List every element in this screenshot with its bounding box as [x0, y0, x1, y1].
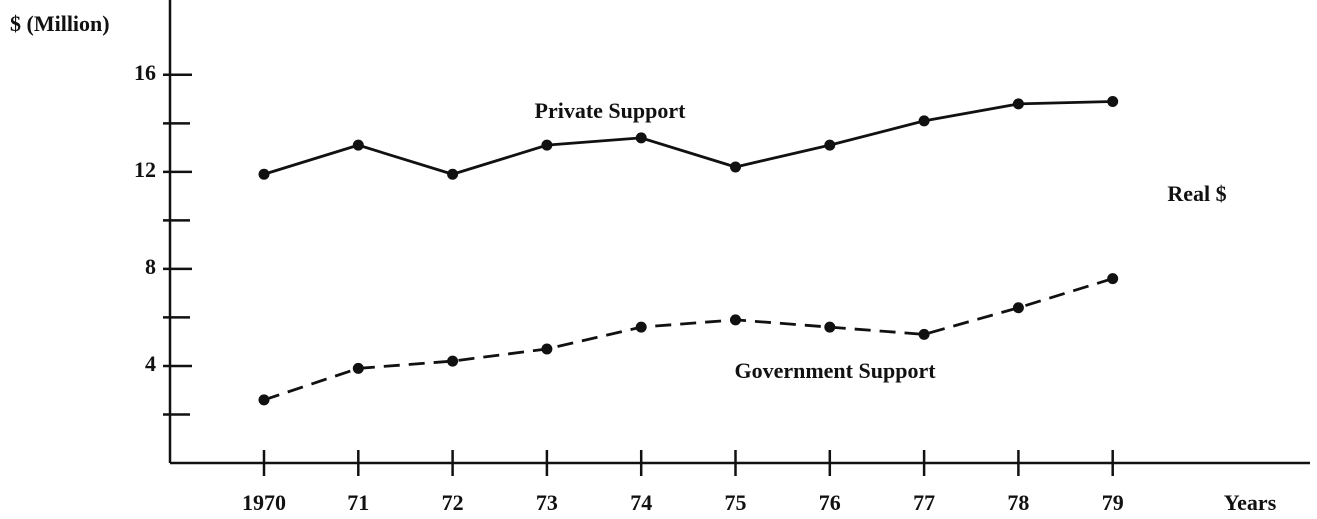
data-point — [730, 161, 741, 173]
x-tick-label: 72 — [442, 490, 464, 515]
data-point — [1107, 95, 1119, 107]
data-point — [824, 139, 836, 151]
x-tick-label: 79 — [1102, 490, 1124, 515]
x-tick-label: 74 — [630, 490, 652, 515]
x-tick-label: 76 — [819, 490, 841, 515]
x-axis-label: Years — [1224, 490, 1277, 515]
x-tick-label: 73 — [536, 490, 558, 515]
y-tick-label: 8 — [145, 254, 156, 279]
x-tick-label: 77 — [913, 490, 935, 515]
series-label: Government Support — [734, 358, 936, 383]
y-tick-label: 12 — [134, 157, 156, 182]
data-point — [824, 321, 836, 333]
data-point — [730, 314, 741, 326]
series-line — [263, 277, 1114, 402]
data-point — [258, 394, 270, 406]
x-tick-label: 71 — [347, 490, 369, 515]
data-point — [541, 139, 553, 151]
y-tick-label: 4 — [145, 351, 156, 376]
data-point — [352, 362, 364, 374]
data-point — [635, 321, 647, 333]
series-label: Private Support — [535, 98, 687, 123]
data-point — [918, 328, 930, 340]
data-point — [352, 139, 364, 151]
data-point — [447, 168, 459, 180]
annotation: Real $ — [1167, 181, 1226, 206]
y-axis-label: $ (Million) — [10, 11, 110, 36]
x-tick-label: 75 — [725, 490, 747, 515]
data-point — [447, 355, 459, 367]
data-point — [541, 343, 553, 355]
data-point — [918, 115, 930, 127]
x-tick-label: 1970 — [242, 490, 286, 515]
series-line — [263, 100, 1113, 176]
data-point — [1107, 273, 1119, 285]
data-point — [635, 132, 647, 144]
data-point — [1012, 302, 1024, 314]
data-point — [258, 168, 270, 180]
x-tick-label: 78 — [1007, 490, 1029, 515]
y-tick-label: 16 — [134, 60, 156, 85]
data-point — [1012, 98, 1024, 110]
